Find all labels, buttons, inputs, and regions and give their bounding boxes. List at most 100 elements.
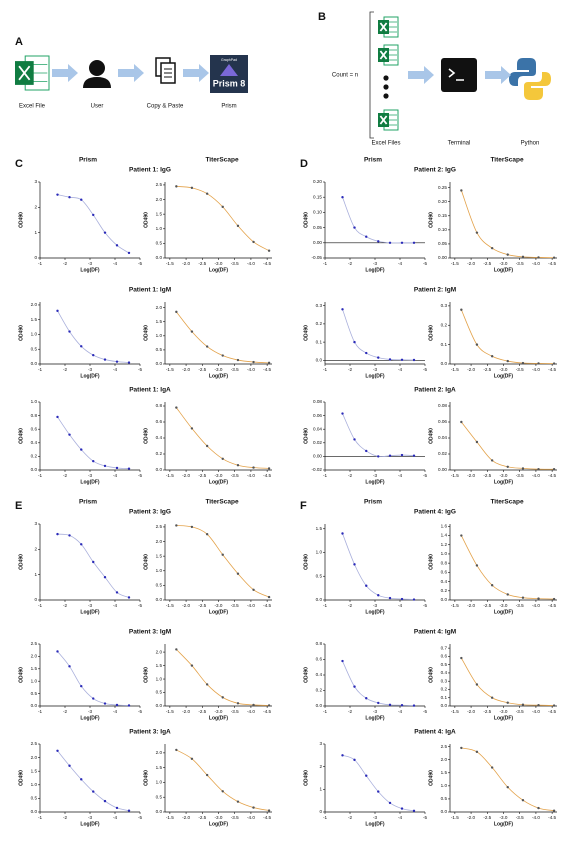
data-point (377, 455, 380, 458)
data-point (506, 593, 509, 596)
x-tick-label: -4 (398, 603, 403, 608)
data-point (400, 358, 404, 362)
data-point (56, 650, 59, 653)
data-point (475, 564, 479, 567)
y-tick-label: 1.5 (156, 211, 163, 216)
data-point (490, 355, 494, 358)
data-point (412, 454, 416, 457)
x-axis-label: Log(DF) (494, 715, 513, 721)
y-tick-label: 2.5 (156, 182, 163, 187)
x-tick-label: -1.5 (166, 815, 174, 820)
y-axis-label: OD490 (143, 667, 149, 683)
data-point (552, 362, 556, 365)
x-tick-label: -4.5 (263, 603, 271, 608)
data-point (365, 449, 368, 453)
x-tick-label: -2.0 (467, 709, 475, 714)
chart-title: Patient 4: IgA (414, 729, 456, 736)
y-tick-label: 2.0 (156, 649, 163, 654)
x-axis-label: Log(DF) (365, 609, 384, 615)
data-point (506, 253, 509, 256)
y-tick-label: 1.0 (156, 568, 163, 573)
data-point (552, 468, 556, 471)
data-point (267, 809, 271, 812)
y-tick-label: 0.08 (438, 403, 447, 408)
data-point (552, 256, 556, 259)
y-axis-label: OD490 (143, 554, 149, 570)
y-tick-label: 0.25 (438, 185, 447, 190)
prism-name: Prism 8 (213, 78, 246, 88)
excel-x (18, 65, 31, 81)
x-tick-label: -1.5 (451, 709, 459, 714)
data-point (115, 466, 119, 470)
data-point (236, 800, 240, 803)
paste-lines (164, 68, 172, 78)
y-tick-label: 0.4 (156, 435, 163, 440)
x-tick-label: -3.5 (516, 473, 524, 478)
y-tick-label: 0.20 (313, 179, 322, 184)
y-tick-label: 0.8 (441, 560, 448, 565)
data-point (221, 354, 224, 357)
x-tick-label: -2.5 (198, 603, 206, 608)
data-point (68, 433, 71, 436)
data-point (190, 427, 194, 430)
x-axis-label: Log(DF) (494, 821, 513, 827)
x-axis-label: Log(DF) (80, 373, 99, 379)
arrow (52, 64, 78, 82)
x-tick-label: -4.0 (247, 261, 255, 266)
data-point (68, 196, 71, 199)
y-axis-label: OD490 (428, 428, 434, 444)
y-tick-label: 0.0 (156, 467, 163, 472)
data-point (377, 356, 380, 359)
data-point (221, 790, 224, 793)
x-tick-label: -4 (398, 261, 403, 266)
y-tick-label: 0.5 (156, 583, 163, 588)
y-tick-label: 0.5 (156, 690, 163, 695)
panel-label: C (15, 158, 23, 170)
y-tick-label: 2.0 (156, 305, 163, 310)
data-point (221, 696, 224, 699)
y-tick-label: 0.8 (31, 413, 38, 418)
x-tick-label: -5 (423, 261, 428, 266)
x-tick-label: -4 (113, 815, 118, 820)
x-tick-label: -2.5 (198, 261, 206, 266)
data-point (115, 244, 119, 247)
x-tick-label: -5 (138, 261, 143, 266)
x-tick-label: -2 (63, 815, 68, 820)
data-point (267, 704, 271, 707)
excel-grid (388, 49, 397, 61)
x-tick-label: -4.0 (532, 815, 540, 820)
y-tick-label: 0 (34, 255, 37, 260)
y-tick-label: 1.5 (31, 666, 38, 671)
data-point (236, 572, 240, 575)
x-tick-label: -3.5 (231, 367, 239, 372)
data-point (92, 213, 95, 217)
x-tick-label: -5 (138, 709, 143, 714)
y-tick-label: -0.05 (312, 255, 323, 260)
x-tick-label: -3.5 (231, 815, 239, 820)
x-tick-label: -3.0 (215, 603, 223, 608)
y-tick-label: 0.05 (438, 241, 447, 246)
data-point (341, 196, 344, 199)
x-axis-label: Log(DF) (365, 373, 384, 379)
data-point (412, 241, 416, 244)
y-tick-label: 1 (319, 787, 322, 792)
data-point (252, 703, 255, 707)
x-tick-label: -1.5 (166, 603, 174, 608)
y-tick-label: 0.0 (156, 255, 163, 260)
x-tick-label: -2.5 (483, 367, 491, 372)
y-tick-label: 0.0 (156, 703, 163, 708)
data-point (56, 749, 59, 752)
dot (383, 84, 389, 90)
y-tick-label: 1.5 (156, 765, 163, 770)
x-tick-label: -4.0 (532, 367, 540, 372)
data-point (341, 532, 344, 535)
x-axis-label: Log(DF) (80, 479, 99, 485)
data-point (460, 420, 463, 424)
x-tick-label: -1.5 (451, 261, 459, 266)
data-point (490, 584, 494, 587)
y-tick-label: 0.15 (313, 194, 322, 199)
y-tick-label: 0.6 (441, 570, 448, 575)
x-tick-label: -3 (373, 603, 378, 608)
x-tick-label: -5 (423, 815, 428, 820)
x-tick-label: -2.0 (182, 261, 190, 266)
